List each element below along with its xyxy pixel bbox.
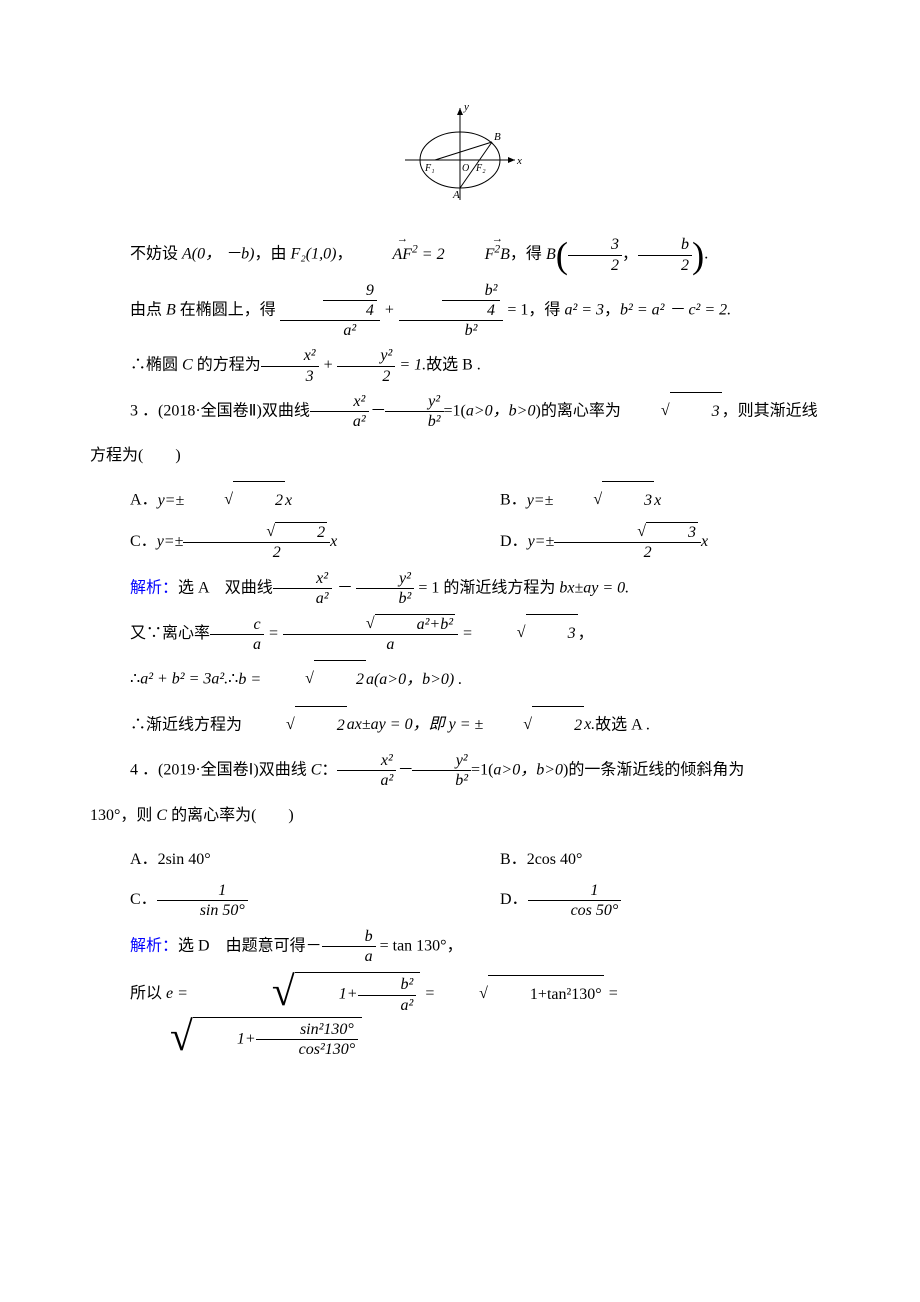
text: ，得 [510, 246, 546, 263]
text: 的方程为 [193, 357, 261, 374]
text: 的离心率为( ) [167, 807, 294, 824]
solution-3-line-1: 解析：选 A 双曲线x²a² － y²b² = 1 的渐近线方程为 bx±ay … [90, 569, 830, 608]
question-number: 4 ． [130, 762, 158, 779]
point-B-label: B [494, 131, 501, 143]
option-D: D．1cos 50° [460, 879, 830, 921]
solution-line-1: 不妨设 A(0， －b)，由 F₂(1,0)，AF2 = 2F2B，得 B(32… [90, 235, 830, 274]
fraction: y²b² [356, 569, 415, 608]
solution-4-line-2: 所以 e = √1+b²a² = 1+tan²130° = √1+sin²130… [90, 972, 830, 1061]
point-A-label: A [452, 189, 460, 201]
text: ，由 [254, 246, 290, 263]
text: 130°，则 [90, 807, 156, 824]
math: = tan 130°， [376, 937, 463, 954]
question-3-options: A．y=±2x B．y=±3x C．y=±22x D．y=±32x [90, 481, 830, 562]
axis-x-label: x [516, 155, 522, 167]
solution-label: 解析： [130, 937, 178, 954]
fraction: ca [210, 615, 264, 654]
solution-3-line-4: ∴渐近线方程为 2ax±ay = 0，即 y = ±2x.故选 A . [90, 706, 830, 745]
math: b = 2a(a>0，b>0) . [238, 671, 462, 688]
solution-3-line-2: 又∵离心率ca = a²+b²a = 3， [90, 614, 830, 655]
text: ，则其渐近线 [722, 402, 818, 419]
text: )的离心率为 [535, 402, 620, 419]
fraction: y²b² [385, 392, 444, 431]
math: bx±ay = 0. [559, 579, 629, 596]
option-A: A．2sin 40° [90, 841, 460, 879]
text: 又∵离心率 [130, 625, 210, 642]
solution-4-line-1: 解析：选 D 由题意可得－ba = tan 130°， [90, 927, 830, 966]
fraction: 1cos 50° [528, 881, 622, 920]
solution-line-2: 由点 B 在椭圆上，得 94a² + b²4b² = 1，得 a² = 3，b²… [90, 281, 830, 341]
text: ， [336, 246, 352, 263]
text: 所以 [130, 985, 166, 1002]
text: 不妨设 [130, 246, 182, 263]
fraction: x²3 [261, 346, 319, 385]
text: ∴渐近线方程为 [130, 716, 246, 733]
sqrt-big: √1+sin²130°cos²130° [90, 1017, 362, 1061]
solution-3-line-3: ∴a² + b² = 3a².∴b = 2a(a>0，b>0) . [90, 660, 830, 699]
point-F1-label: F₁ [424, 163, 435, 174]
text: )的一条渐近线的倾斜角为 [563, 762, 744, 779]
sqrt: 3 [477, 614, 578, 653]
point-O-label: O [462, 163, 469, 174]
text: 由题意可得－ [226, 937, 322, 954]
vector-F2B: F2B [445, 236, 510, 274]
text: 故选 A . [595, 716, 650, 733]
question-4-stem-2: 130°，则 C 的离心率为( ) [90, 797, 830, 835]
question-source: (2018·全国卷Ⅱ) [158, 402, 262, 419]
sqrt: 1+tan²130° [439, 975, 604, 1014]
text: 在椭圆上，得 [176, 301, 276, 318]
question-number: 3 ． [130, 402, 158, 419]
math: B [166, 301, 176, 318]
question-3-stem-2: 方程为( ) [90, 437, 830, 475]
math: a² + b² = 3a². [140, 671, 228, 688]
solution-label: 解析： [130, 579, 178, 596]
fraction: x²a² [273, 569, 332, 608]
math: F₂(1,0) [290, 246, 336, 263]
text: ∴椭圆 [130, 357, 182, 374]
text: 由点 [130, 301, 166, 318]
fraction: x²a² [310, 392, 369, 431]
text: 双曲线 [259, 762, 311, 779]
fraction: y²2 [337, 346, 395, 385]
question-3-stem: 3 ．(2018·全国卷Ⅱ)双曲线x²a²－y²b²=1(a>0，b>0)的离心… [90, 392, 830, 431]
solution-line-3: ∴椭圆 C 的方程为x²3 + y²2 = 1.故选 B . [90, 346, 830, 385]
math: a² = 3 [564, 301, 604, 318]
text: = 1，得 [503, 301, 564, 318]
ellipse-figure: x y A B F₁ F₂ O [90, 100, 830, 225]
answer: 选 A [178, 579, 225, 596]
text: 故选 B . [426, 357, 481, 374]
text: 双曲线 [262, 402, 310, 419]
sqrt: 3 [621, 392, 722, 431]
fraction: 94a² [280, 281, 380, 341]
vector-AF2: AF [352, 236, 412, 274]
fraction: x²a² [337, 751, 396, 790]
text: = 1 的渐近线方程为 [414, 579, 559, 596]
math: A(0， －b) [182, 246, 254, 263]
fraction: b²4b² [399, 281, 504, 341]
question-4-stem: 4 ．(2019·全国卷Ⅰ)双曲线 C：x²a²－y²b²=1(a>0，b>0)… [90, 751, 830, 790]
fraction: 1sin 50° [157, 881, 248, 920]
option-D: D．y=±32x [460, 521, 830, 563]
math: b² = a² － c² = 2. [620, 301, 731, 318]
fraction: ba [322, 927, 376, 966]
text: 双曲线 [225, 579, 273, 596]
option-B: B．y=±3x [460, 481, 830, 520]
option-B: B．2cos 40° [460, 841, 830, 879]
fraction: y²b² [412, 751, 471, 790]
point-B-coords: B(32，b2) [546, 246, 704, 263]
sqrt-big: √1+b²a² [192, 972, 420, 1016]
point-F2-label: F₂ [475, 163, 486, 174]
option-C: C．1sin 50° [90, 879, 460, 921]
question-4-options: A．2sin 40° B．2cos 40° C．1sin 50° D．1cos … [90, 841, 830, 921]
option-A: A．y=±2x [90, 481, 460, 520]
question-source: (2019·全国卷Ⅰ) [158, 762, 259, 779]
fraction: a²+b²a [283, 614, 458, 655]
answer: 选 D [178, 937, 226, 954]
option-C: C．y=±22x [90, 521, 460, 563]
axis-y-label: y [463, 101, 469, 113]
